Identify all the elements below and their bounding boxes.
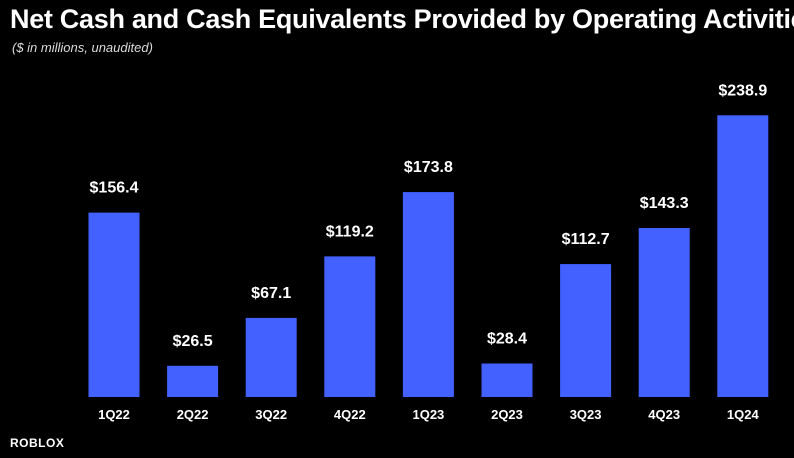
category-label-1q23: 1Q23 [412,407,444,422]
bars-layer [88,115,769,398]
value-label-1q22: $156.4 [90,180,139,197]
value-label-2q23: $28.4 [487,331,527,348]
value-labels-layer: $156.4 $26.5 $67.1 $119.2 $173.8 $28.4 $112.7 $… [90,82,768,350]
category-label-1q24: 1Q24 [727,407,760,422]
category-label-3q22: 3Q22 [255,407,287,422]
chart-subtitle: ($ in millions, unaudited) [12,40,153,55]
bar-1q24 [717,115,769,398]
bar-2q23 [481,363,533,397]
category-label-4q22: 4Q22 [334,407,366,422]
bar-3q22 [245,317,297,397]
category-label-2q23: 2Q23 [491,407,523,422]
value-label-1q23: $173.8 [404,159,453,176]
bar-2q22 [167,365,219,397]
bar-1q22 [88,212,140,397]
value-label-2q22: $26.5 [173,333,213,350]
bar-4q22 [324,256,376,397]
category-label-2q22: 2Q22 [177,407,209,422]
value-label-4q23: $143.3 [640,195,689,212]
category-labels-layer: 1Q22 2Q22 3Q22 4Q22 1Q23 2Q23 3Q23 4Q23 1Q24 [98,407,759,422]
value-label-3q23: $112.7 [562,231,610,248]
category-label-3q23: 3Q23 [570,407,602,422]
category-label-1q22: 1Q22 [98,407,130,422]
bar-1q23 [402,192,454,397]
value-label-1q24: $238.9 [718,82,767,99]
roblox-logo: ROBLOX [10,436,65,450]
value-label-4q22: $119.2 [326,223,374,240]
category-label-4q23: 4Q23 [648,407,680,422]
bar-4q23 [638,228,690,397]
value-label-3q22: $67.1 [251,285,291,302]
bar-3q23 [560,264,612,397]
chart-title: Net Cash and Cash Equivalents Provided b… [10,4,794,34]
